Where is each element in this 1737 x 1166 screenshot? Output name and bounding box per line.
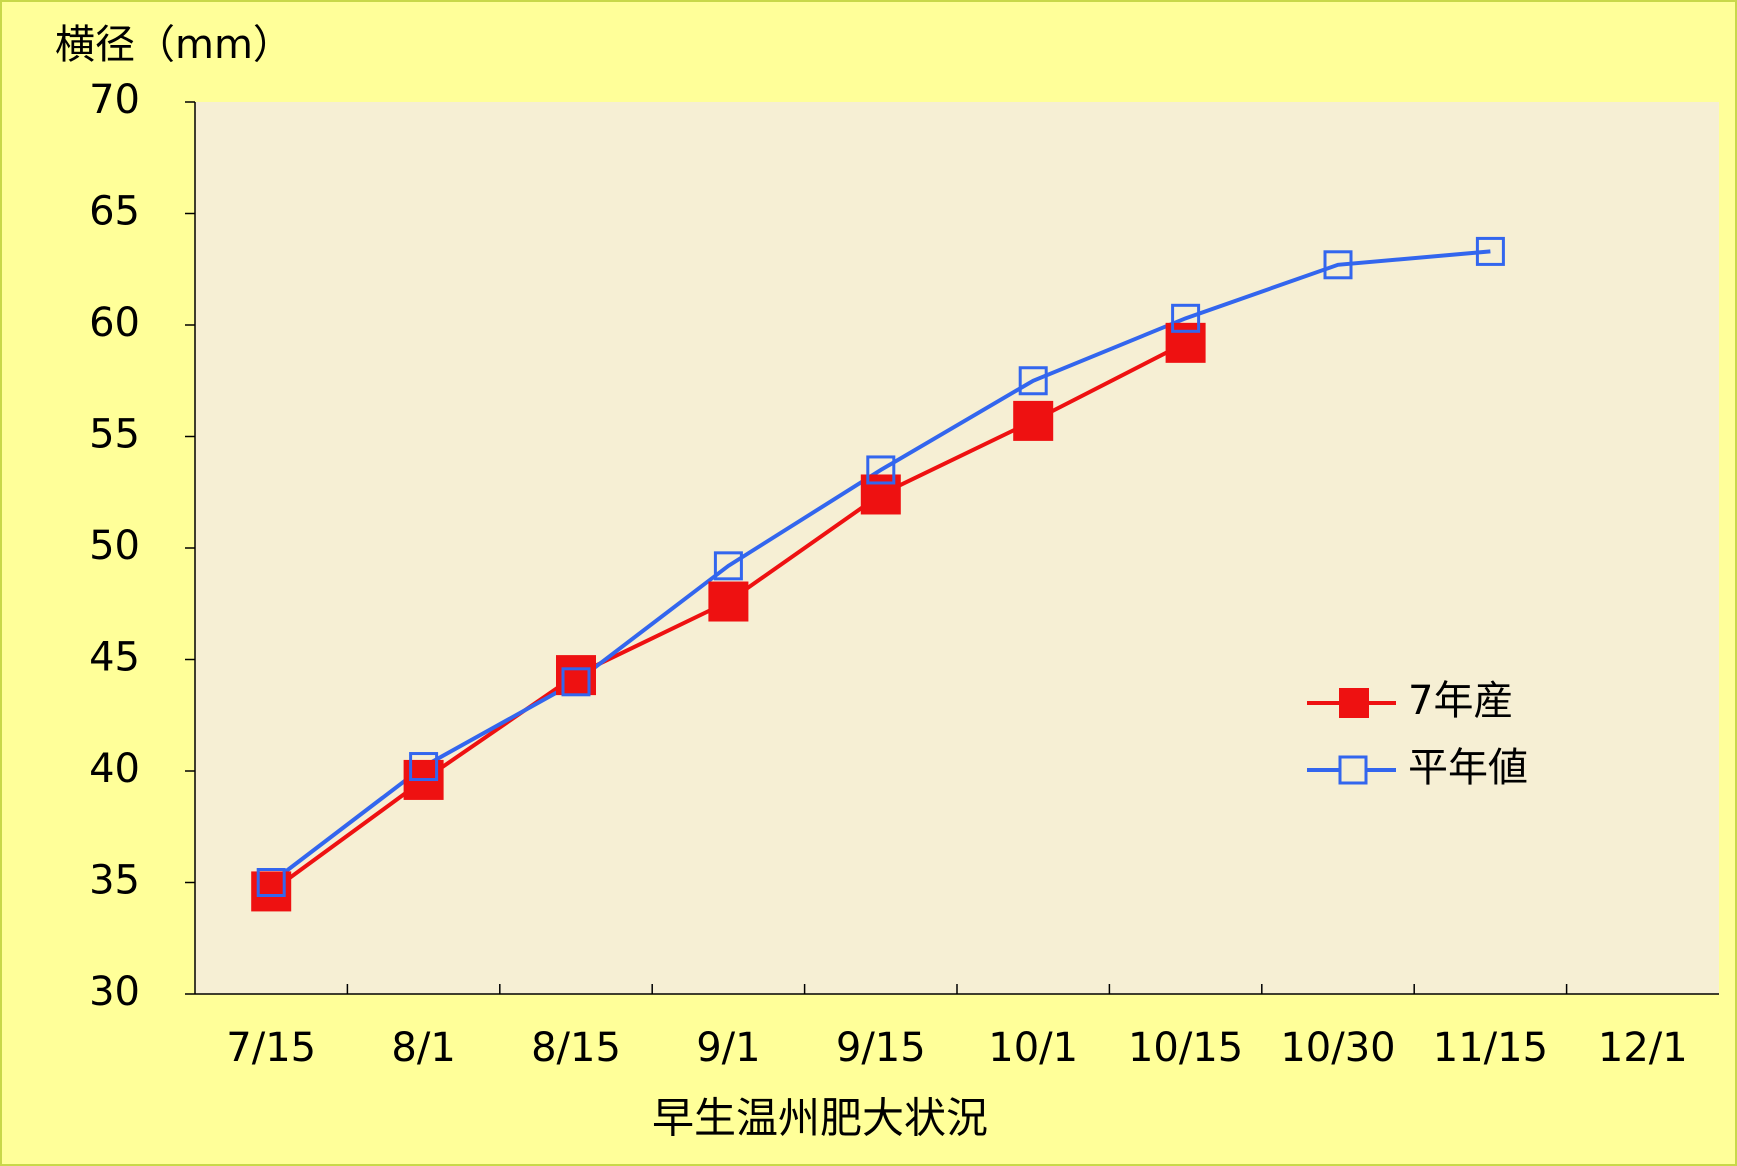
x-tick-label: 8/1 <box>391 1025 455 1071</box>
y-tick-label: 35 <box>89 858 140 904</box>
y-tick-label: 55 <box>89 412 140 458</box>
marker <box>1475 236 1505 266</box>
x-tick-label: 10/1 <box>988 1025 1078 1071</box>
y-tick-label: 70 <box>89 77 140 123</box>
x-tick-label: 11/15 <box>1433 1025 1548 1071</box>
x-tick-label: 9/15 <box>836 1025 926 1071</box>
x-axis-title: 早生温州肥大状況 <box>652 1094 988 1143</box>
x-tick-label: 12/1 <box>1598 1025 1688 1071</box>
x-tick-label: 8/15 <box>531 1025 621 1071</box>
y-tick-label: 65 <box>89 189 140 235</box>
x-tick-label: 10/15 <box>1128 1025 1243 1071</box>
marker <box>256 868 286 897</box>
marker <box>708 581 749 622</box>
legend-label: 7年産 <box>1408 678 1513 724</box>
y-tick-label: 45 <box>89 635 140 681</box>
marker <box>409 752 439 782</box>
marker <box>1323 250 1353 280</box>
legend-label: 平年値 <box>1408 745 1528 791</box>
y-axis-title: 横径（mm） <box>55 22 293 68</box>
x-tick-label: 7/15 <box>226 1025 316 1071</box>
marker <box>1013 400 1054 441</box>
plot-area <box>195 102 1719 994</box>
legend-marker <box>1339 688 1369 718</box>
marker <box>866 455 896 485</box>
legend-marker <box>1338 755 1368 785</box>
marker <box>713 551 743 581</box>
x-tick-label: 9/1 <box>696 1025 760 1071</box>
x-tick-label: 10/30 <box>1280 1025 1395 1071</box>
series-line <box>269 249 1491 885</box>
marker <box>1171 303 1201 333</box>
y-tick-label: 30 <box>89 969 140 1015</box>
marker <box>561 667 591 697</box>
y-tick-label: 40 <box>89 746 140 792</box>
marker <box>1018 366 1048 396</box>
y-tick-label: 50 <box>89 523 140 569</box>
y-tick-label: 60 <box>89 300 140 346</box>
